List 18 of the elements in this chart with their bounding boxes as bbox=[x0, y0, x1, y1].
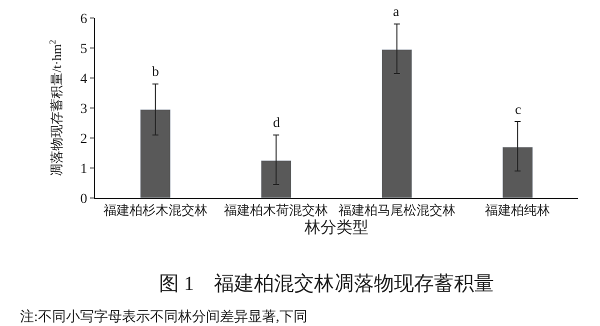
text: 图 1 福建柏混交林凋落物现存蓄积量 bbox=[159, 273, 494, 295]
x-axis-title: 林分类型 bbox=[304, 218, 368, 236]
y-tick-label: 4 bbox=[80, 72, 88, 87]
y-tick-label: 6 bbox=[80, 12, 88, 27]
y-tick-label: 3 bbox=[80, 102, 88, 117]
text: 注:不同小写字母表示不同林分间差异显著,下同 bbox=[20, 309, 308, 325]
annotation: b bbox=[152, 65, 159, 80]
x-tick-label: 福建柏杉木混交林 bbox=[103, 202, 208, 218]
x-tick-label: 福建柏木荷混交林 bbox=[224, 202, 328, 218]
x-tick-label: 福建柏马尾松混交林 bbox=[338, 202, 456, 218]
y-tick-label: 1 bbox=[80, 162, 88, 177]
annotation: d bbox=[273, 116, 280, 131]
y-tick-label: 5 bbox=[80, 42, 88, 57]
y-tick-label: 0 bbox=[80, 192, 88, 207]
x-tick-label: 福建柏纯林 bbox=[485, 202, 550, 218]
y-tick-label: 2 bbox=[80, 132, 88, 147]
annotation: c bbox=[515, 103, 522, 118]
annotation: a bbox=[393, 5, 400, 20]
